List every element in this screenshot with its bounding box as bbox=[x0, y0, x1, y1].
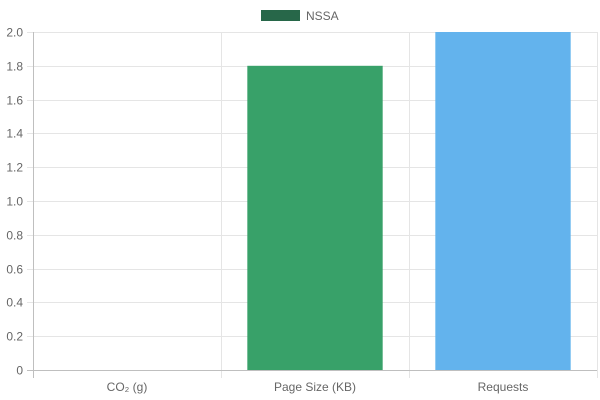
legend[interactable]: NSSA bbox=[261, 9, 339, 23]
y-tick-label: 1.8 bbox=[6, 60, 23, 74]
x-category-label: Requests bbox=[478, 380, 529, 394]
x-category-label: CO₂ (g) bbox=[107, 380, 148, 394]
legend-swatch-nssa bbox=[261, 10, 300, 21]
bar[interactable] bbox=[435, 32, 571, 370]
y-tick-label: 0.2 bbox=[6, 330, 23, 344]
y-tick-label: 2.0 bbox=[6, 26, 23, 40]
y-tick-label: 0.8 bbox=[6, 229, 23, 243]
bar[interactable] bbox=[247, 65, 383, 371]
legend-label-nssa: NSSA bbox=[306, 9, 339, 23]
y-tick-label: 0 bbox=[16, 364, 23, 378]
axes bbox=[27, 32, 597, 378]
x-category-label: Page Size (KB) bbox=[274, 380, 356, 394]
y-tick-label: 0.4 bbox=[6, 296, 23, 310]
y-axis-tick-labels: 0 0.2 0.4 0.6 0.8 1.0 1.2 1.4 1.6 1.8 2.0 bbox=[6, 26, 23, 378]
x-axis-category-labels: CO₂ (g) Page Size (KB) Requests bbox=[107, 380, 529, 394]
y-tick-label: 1.6 bbox=[6, 94, 23, 108]
y-tick-label: 1.0 bbox=[6, 195, 23, 209]
bars bbox=[247, 32, 571, 371]
y-tick-label: 1.2 bbox=[6, 161, 23, 175]
y-tick-label: 0.6 bbox=[6, 263, 23, 277]
y-tick-label: 1.4 bbox=[6, 127, 23, 141]
